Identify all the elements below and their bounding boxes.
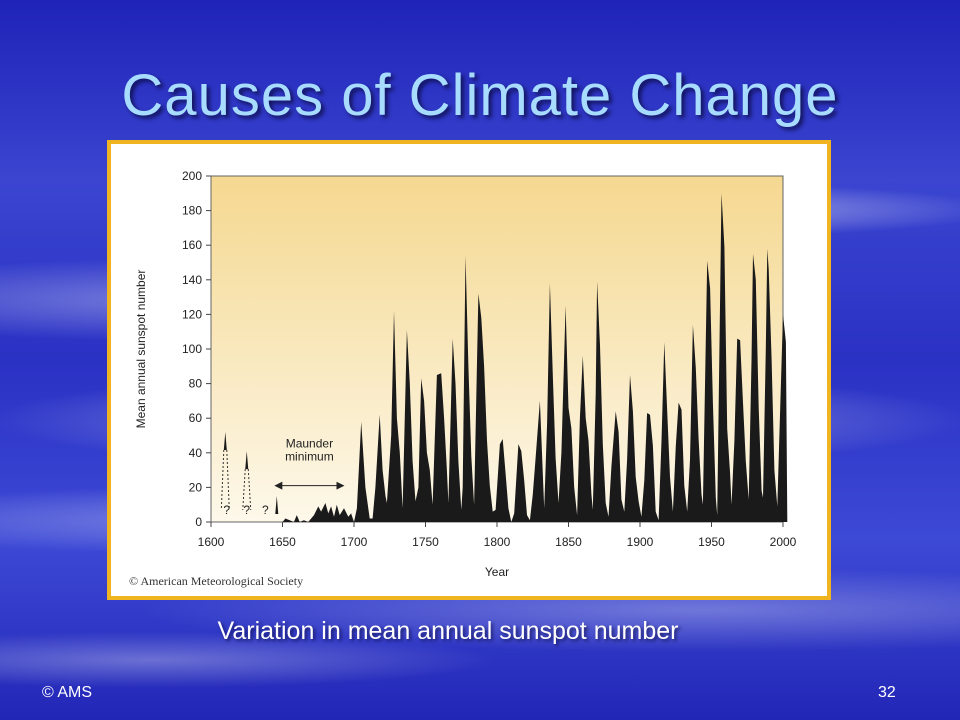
plot-background: [210, 175, 784, 523]
sunspot-area-series: [282, 193, 788, 523]
x-tick-label: 1600: [198, 535, 225, 549]
y-tick-label: 40: [189, 446, 203, 460]
sunspot-chart: 0 20 40 60 80 100 120 140 160 180 200 1600 1650 1700…: [129, 169, 797, 588]
maunder-label: Maunder: [286, 437, 333, 451]
copyright-text: © American Meteorological Society: [129, 574, 303, 588]
y-tick-label: 80: [189, 377, 203, 391]
x-tick-label: 1750: [412, 535, 439, 549]
x-tick-label: 2000: [770, 535, 797, 549]
y-tick-label: 20: [189, 480, 203, 494]
y-tick-label: 100: [182, 342, 202, 356]
footer-copyright: © AMS: [42, 684, 93, 701]
x-tick-label: 1700: [341, 535, 368, 549]
slide-title: Causes of Climate Change: [121, 63, 839, 128]
x-axis: 1600 1650 1700 1750 1800 1850 1900 1950 2000: [198, 522, 797, 549]
uncertain-extension: [242, 469, 252, 511]
uncertain-mark: ?: [262, 503, 269, 517]
x-axis-label: Year: [485, 565, 509, 579]
sunspot-chart-frame: 0 20 40 60 80 100 120 140 160 180 200 1600 1650 1700…: [107, 140, 831, 600]
y-tick-label: 0: [195, 515, 202, 529]
x-tick-label: 1800: [484, 535, 511, 549]
uncertain-mark: ?: [243, 503, 250, 517]
uncertain-mark: ?: [223, 503, 230, 517]
early-observation-peak: [223, 432, 227, 451]
y-tick-label: 160: [182, 238, 202, 252]
maunder-label: minimum: [285, 450, 334, 464]
y-axis: 0 20 40 60 80 100 120 140 160 180 200: [182, 169, 211, 529]
x-tick-label: 1650: [269, 535, 296, 549]
slide-caption: Variation in mean annual sunspot number: [217, 617, 679, 645]
y-tick-label: 140: [182, 273, 202, 287]
y-axis-label: Mean annual sunspot number: [134, 270, 148, 429]
early-observation-peak: [275, 496, 279, 515]
early-observations: [220, 432, 279, 515]
y-tick-label: 180: [182, 204, 202, 218]
y-tick-label: 200: [182, 169, 202, 183]
y-tick-label: 120: [182, 307, 202, 321]
page-number: 32: [878, 684, 896, 701]
early-observation-peak: [245, 451, 249, 470]
x-tick-label: 1850: [555, 535, 582, 549]
x-tick-label: 1900: [627, 535, 654, 549]
x-tick-label: 1950: [698, 535, 725, 549]
y-tick-label: 60: [189, 411, 203, 425]
